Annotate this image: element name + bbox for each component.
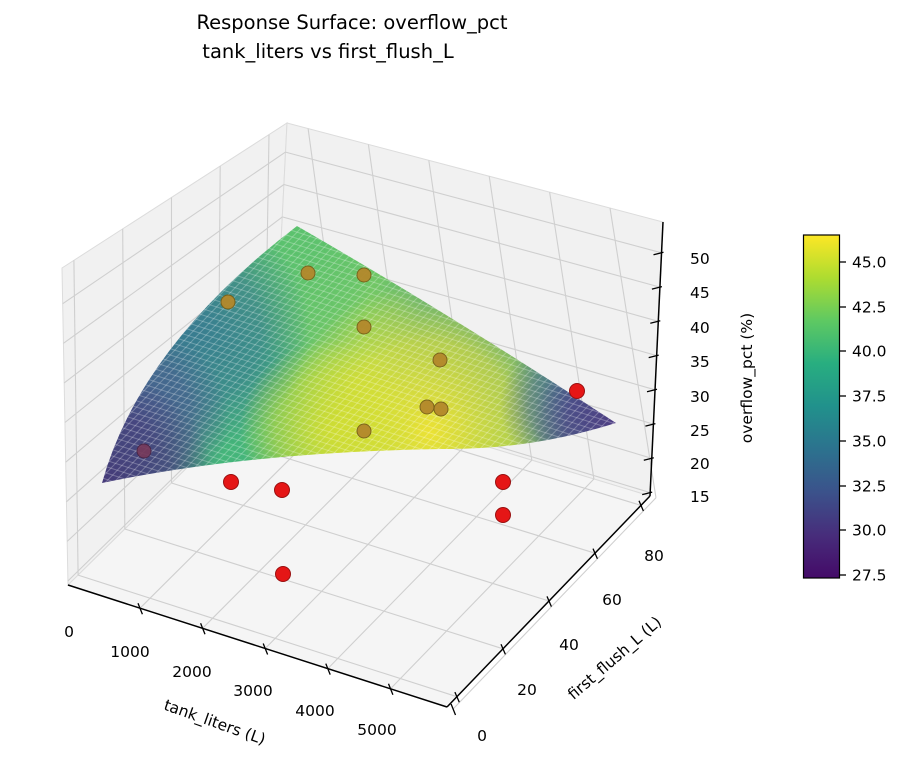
x-axis-label: tank_liters (L) bbox=[161, 696, 268, 749]
scatter-point bbox=[495, 507, 511, 523]
x-tick-label: 3000 bbox=[233, 682, 272, 700]
x-tick-label: 1000 bbox=[110, 643, 149, 661]
tick-labels: 0 1000 2000 3000 4000 5000 0 20 40 60 80 15 20 25 30 35… bbox=[64, 250, 710, 745]
scatter-point bbox=[433, 401, 449, 417]
scatter-points bbox=[136, 265, 585, 582]
y-tick-label: 80 bbox=[644, 547, 664, 565]
scatter-point bbox=[569, 383, 585, 399]
colorbar: 45.0 42.5 40.0 37.5 35.0 32.5 30.0 27.5 bbox=[802, 234, 887, 585]
y-tick-label: 40 bbox=[559, 636, 579, 654]
colorbar-tick-label: 27.5 bbox=[852, 567, 887, 585]
scatter-point bbox=[275, 566, 291, 582]
x-tick-label: 0 bbox=[64, 623, 74, 641]
z-tick-label: 15 bbox=[690, 488, 710, 506]
z-tick-label: 35 bbox=[690, 353, 710, 371]
colorbar-tick-label: 32.5 bbox=[852, 478, 887, 496]
x-tick-label: 2000 bbox=[172, 663, 211, 681]
scatter-point bbox=[495, 474, 511, 490]
tick-marks bbox=[137, 251, 664, 716]
scatter-point bbox=[356, 423, 372, 439]
z-tick-label: 25 bbox=[690, 422, 710, 440]
colorbar-tick-label: 30.0 bbox=[852, 522, 887, 540]
colorbar-tick-label: 40.0 bbox=[852, 343, 887, 361]
z-tick-label: 50 bbox=[690, 250, 710, 268]
scatter-point bbox=[300, 265, 316, 281]
y-axis-label: first_flush_L (L) bbox=[564, 613, 665, 704]
y-tick-label: 0 bbox=[477, 727, 487, 745]
colorbar-tick-label: 42.5 bbox=[852, 299, 887, 317]
colorbar-gradient bbox=[802, 234, 841, 579]
colorbar-tick-label: 45.0 bbox=[852, 254, 887, 272]
z-axis-label: overflow_pct (%) bbox=[738, 313, 757, 443]
z-tick-label: 30 bbox=[690, 388, 710, 406]
x-tick-label: 5000 bbox=[357, 721, 396, 739]
y-tick-label: 20 bbox=[517, 681, 537, 699]
scatter-point bbox=[223, 474, 239, 490]
z-tick-label: 45 bbox=[690, 284, 710, 302]
chart-title-line2: tank_liters vs first_flush_L bbox=[202, 40, 454, 63]
colorbar-tick-label: 37.5 bbox=[852, 388, 887, 406]
scatter-point bbox=[356, 319, 372, 335]
z-tick-label: 40 bbox=[690, 319, 710, 337]
scatter-point bbox=[136, 443, 152, 459]
scatter-point bbox=[274, 482, 290, 498]
scatter-point bbox=[432, 352, 448, 368]
y-tick-label: 60 bbox=[602, 591, 622, 609]
scatter-point bbox=[419, 399, 435, 415]
scatter-point bbox=[356, 267, 372, 283]
colorbar-tick-label: 35.0 bbox=[852, 433, 887, 451]
scatter-point bbox=[220, 294, 236, 310]
z-tick-label: 20 bbox=[690, 455, 710, 473]
x-tick-label: 4000 bbox=[295, 702, 334, 720]
chart-title-line1: Response Surface: overflow_pct bbox=[196, 11, 508, 34]
